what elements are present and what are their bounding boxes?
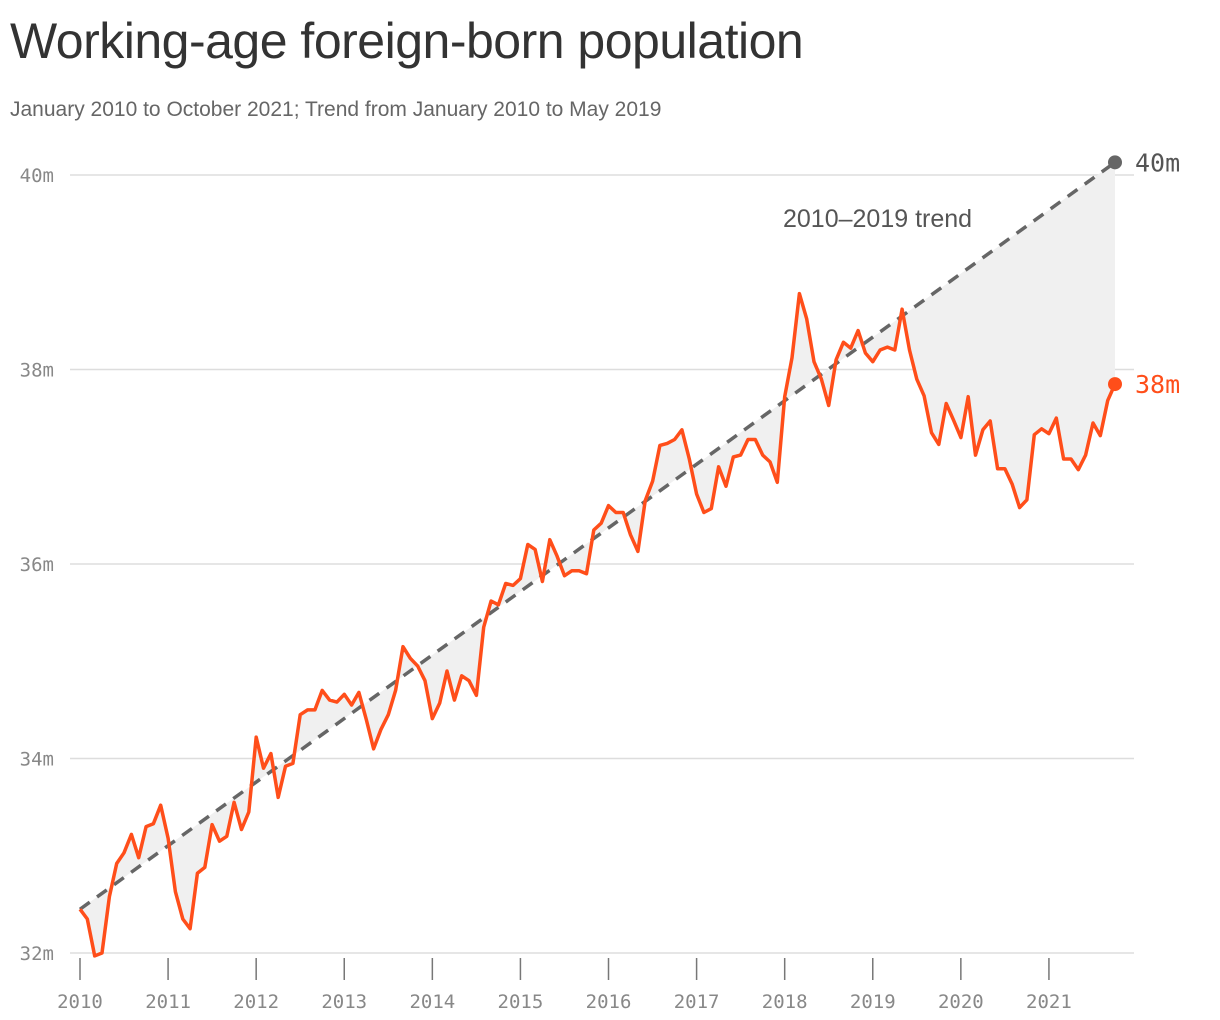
chart-title: Working-age foreign-born population — [10, 13, 804, 69]
x-tick-label: 2010 — [57, 991, 103, 1013]
y-tick-label: 34m — [20, 749, 54, 771]
y-tick-label: 32m — [20, 943, 54, 965]
y-tick-label: 40m — [20, 165, 54, 187]
x-tick-label: 2011 — [145, 991, 191, 1013]
chart-subtitle: January 2010 to October 2021; Trend from… — [10, 98, 662, 121]
x-tick-label: 2018 — [762, 991, 808, 1013]
x-tick-label: 2016 — [586, 991, 632, 1013]
x-tick-label: 2017 — [674, 991, 720, 1013]
x-tick-label: 2013 — [321, 991, 367, 1013]
y-tick-label: 38m — [20, 360, 54, 382]
y-tick-label: 36m — [20, 554, 54, 576]
x-tick-label: 2019 — [850, 991, 896, 1013]
trend-end-label: 40m — [1135, 148, 1180, 177]
x-tick-label: 2021 — [1026, 991, 1072, 1013]
trend-end-marker — [1108, 155, 1122, 170]
trend-annotation: 2010–2019 trend — [783, 205, 972, 233]
trend-line — [78, 160, 1117, 911]
actual-series-line — [78, 291, 1117, 958]
x-tick-label: 2020 — [938, 991, 984, 1013]
x-tick-label: 2015 — [498, 991, 544, 1013]
x-tick-label: 2012 — [233, 991, 279, 1013]
trend-gap-shading — [80, 162, 1115, 956]
x-axis: 2010 2011 2012 2013 2014 2015 2016 2017 2018 2019… — [57, 958, 1072, 1013]
actual-end-label: 38m — [1135, 370, 1180, 399]
actual-end-marker — [1108, 377, 1122, 392]
x-tick-label: 2014 — [409, 991, 455, 1013]
